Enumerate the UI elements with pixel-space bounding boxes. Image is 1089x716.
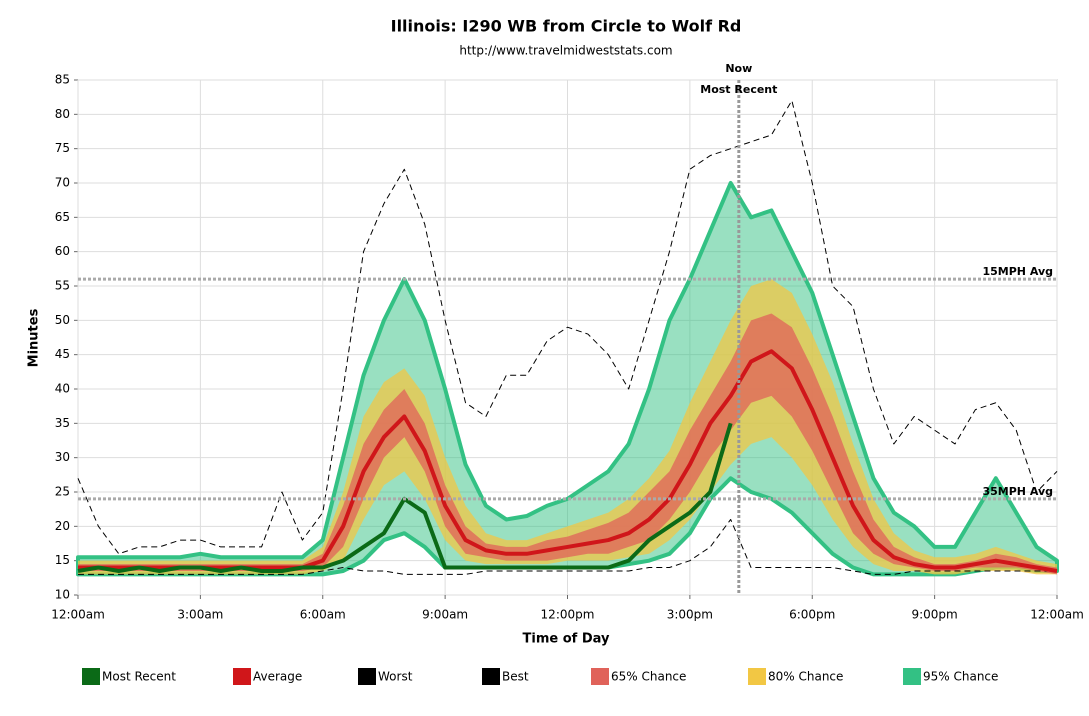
chart-title: Illinois: I290 WB from Circle to Wolf Rd [391,17,742,36]
now-sublabel: Most Recent [700,83,777,96]
legend-swatch [591,668,609,685]
reference-label: 15MPH Avg [982,265,1053,278]
y-tick-label: 20 [55,519,70,533]
legend-swatch [482,668,500,685]
y-tick-label: 80 [55,107,70,121]
x-tick-label: 12:00am [51,608,105,622]
series-line [77,100,1058,555]
legend-label: Most Recent [102,670,176,684]
legend-swatch [748,668,766,685]
now-label: Now [725,62,752,75]
confidence-band [78,313,1057,575]
x-tick-label: 3:00pm [667,608,713,622]
legend-swatch [82,668,100,685]
y-tick-label: 85 [55,73,70,87]
y-axis-label: Minutes [27,308,42,367]
y-tick-label: 50 [55,313,70,327]
chart-subtitle: http://www.travelmidweststats.com [459,44,672,58]
legend-label: Average [253,670,302,684]
x-axis-label: Time of Day [523,632,610,647]
y-tick-label: 15 [55,553,70,567]
y-tick-label: 60 [55,244,70,258]
y-tick-label: 30 [55,450,70,464]
x-tick-label: 9:00pm [911,608,957,622]
y-tick-label: 40 [55,382,70,396]
legend-swatch [903,668,921,685]
legend-swatch [233,668,251,685]
y-tick-label: 65 [55,210,70,224]
x-tick-label: 9:00am [422,608,468,622]
y-tick-label: 10 [55,588,70,602]
legend-label: Worst [378,670,413,684]
legend-swatch [358,668,376,685]
legend-label: 80% Chance [768,670,843,684]
x-tick-label: 12:00pm [541,608,595,622]
y-tick-label: 75 [55,141,70,155]
x-tick-label: 12:00am [1030,608,1084,622]
x-tick-label: 6:00am [300,608,346,622]
y-tick-label: 45 [55,347,70,361]
y-tick-label: 70 [55,176,70,190]
series-line [78,518,1057,575]
legend-label: 65% Chance [611,670,686,684]
legend-label: Best [502,670,529,684]
confidence-band [78,279,1057,575]
y-tick-label: 25 [55,485,70,499]
y-tick-label: 35 [55,416,70,430]
reference-label: 35MPH Avg [982,485,1053,498]
x-tick-label: 3:00am [177,608,223,622]
x-tick-label: 6:00pm [789,608,835,622]
legend-label: 95% Chance [923,670,998,684]
y-tick-label: 55 [55,279,70,293]
